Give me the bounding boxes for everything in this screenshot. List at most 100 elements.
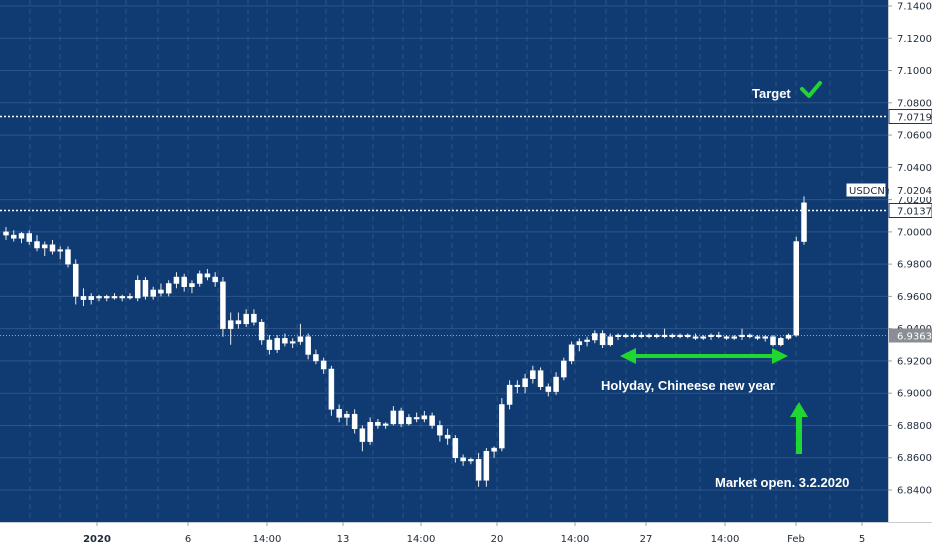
candle-body xyxy=(623,334,629,337)
x-tick-label: 20 xyxy=(491,534,504,545)
candle-body xyxy=(499,404,505,449)
candle xyxy=(158,283,164,297)
y-tick-label: 7.1200 xyxy=(897,34,932,45)
candle-body xyxy=(65,249,71,265)
candle-body xyxy=(72,263,79,297)
candle xyxy=(258,318,265,345)
candle xyxy=(429,412,435,429)
candle-body xyxy=(677,334,683,337)
candle xyxy=(654,333,660,339)
candle-body xyxy=(522,378,528,387)
candle-body xyxy=(313,354,319,362)
candle xyxy=(212,272,218,287)
candle-body xyxy=(770,336,776,346)
x-tick-label: 13 xyxy=(337,534,350,545)
candle xyxy=(716,331,722,339)
candle xyxy=(444,428,451,445)
candle-body xyxy=(460,457,466,462)
candle-body xyxy=(615,334,621,337)
candle-body xyxy=(398,410,404,425)
candle xyxy=(646,333,652,339)
candle xyxy=(96,294,102,302)
candle-body xyxy=(444,434,451,439)
candle-body xyxy=(196,273,203,284)
candle xyxy=(150,286,156,300)
y-tick-label: 6.8600 xyxy=(897,453,932,464)
candle-body xyxy=(235,320,242,325)
candle xyxy=(65,246,71,268)
candle xyxy=(669,333,676,339)
candle-body xyxy=(305,336,311,355)
holiday-annotation: Holyday, Chineese new year xyxy=(601,348,788,393)
candle xyxy=(723,335,730,340)
candle xyxy=(398,407,404,428)
candle-body xyxy=(375,421,381,426)
candle xyxy=(10,230,17,242)
candle xyxy=(685,333,691,339)
candle xyxy=(196,270,203,287)
x-tick-label: 5 xyxy=(859,534,865,545)
candle-body xyxy=(739,334,745,337)
candle-body xyxy=(351,413,358,429)
candle-body xyxy=(700,336,707,339)
candle xyxy=(344,410,350,426)
candle-body xyxy=(251,313,257,323)
price-level-tag-box xyxy=(888,203,932,218)
price-level-tag-value: 7.0719 xyxy=(897,113,932,124)
arrow-up-icon xyxy=(790,402,808,417)
candle-body xyxy=(607,336,614,346)
candle-body xyxy=(49,244,56,252)
candle xyxy=(553,372,559,395)
candle-body xyxy=(692,336,699,339)
candle xyxy=(506,380,513,410)
candle-body xyxy=(406,417,412,425)
x-tick-label: Feb xyxy=(787,534,805,545)
candle xyxy=(297,323,304,345)
current-price-tag-box xyxy=(889,183,932,197)
candle xyxy=(770,335,776,347)
candle-body xyxy=(165,283,172,294)
candle-body xyxy=(437,425,443,436)
candle-body xyxy=(747,334,753,337)
candle xyxy=(421,410,428,423)
candle-body xyxy=(220,281,226,329)
candle-body xyxy=(483,451,490,481)
candle xyxy=(607,333,614,347)
price-tags: 7.0719 7.0137 6.9363 xyxy=(888,109,932,343)
candle xyxy=(452,435,459,463)
candle-body xyxy=(227,320,234,329)
candle-body xyxy=(576,341,583,346)
candle-body xyxy=(10,234,17,239)
candle-body xyxy=(530,370,536,379)
candle-body xyxy=(669,334,676,337)
candle xyxy=(584,336,590,347)
candle xyxy=(700,335,707,340)
candle-body xyxy=(468,459,474,462)
candle-body xyxy=(96,296,102,299)
candle xyxy=(313,349,319,365)
candle xyxy=(483,448,490,487)
candle xyxy=(282,333,288,347)
candle-body xyxy=(41,244,48,249)
candle-body xyxy=(421,415,428,420)
candle-body xyxy=(514,384,521,387)
holiday-label: Holyday, Chineese new year xyxy=(601,378,775,393)
candle xyxy=(390,406,397,426)
candle xyxy=(119,294,125,302)
candle-body xyxy=(413,417,420,420)
candle xyxy=(537,367,544,390)
candle xyxy=(522,373,528,394)
y-tick-label: 7.0400 xyxy=(897,163,932,174)
candle-body xyxy=(103,296,110,299)
candle xyxy=(739,328,745,340)
y-tick-label: 7.0600 xyxy=(897,131,932,142)
candle-body xyxy=(320,360,327,370)
checkmark-icon xyxy=(800,81,822,98)
candle xyxy=(778,336,784,347)
target-label: Target xyxy=(752,86,791,101)
candle xyxy=(251,309,257,326)
candle xyxy=(3,227,9,240)
price-level-tag-value: 7.0137 xyxy=(897,207,932,218)
y-tick-label: 6.9000 xyxy=(897,389,932,400)
